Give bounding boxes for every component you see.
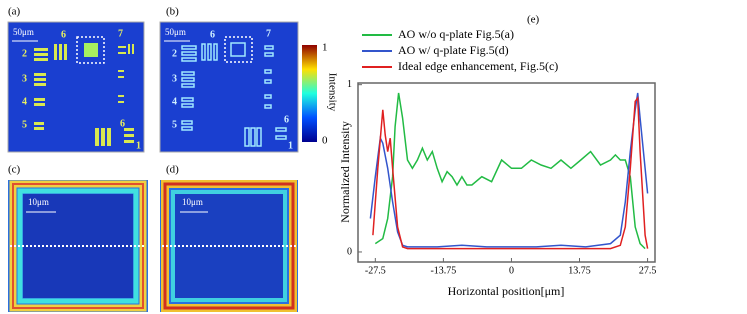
- x-tick-label: -27.5: [365, 265, 386, 276]
- legend-label: Ideal edge enhancement, Fig.5(c): [398, 59, 558, 73]
- digit: 6: [284, 114, 289, 125]
- legend-label: AO w/o q-plate Fig.5(a): [398, 27, 514, 41]
- panel-label: (c): [8, 164, 21, 176]
- bars: [181, 42, 287, 147]
- series-line: [372, 95, 649, 250]
- digit: 5: [22, 119, 27, 130]
- plot-frame: [357, 82, 656, 263]
- digit: 3: [22, 73, 27, 84]
- digit: 6: [210, 29, 215, 40]
- scale-label: 10μm: [182, 197, 203, 207]
- panel-a: 50μm 6 7 2 3 4 5 6 1: [7, 21, 145, 153]
- y-tick-label: 1: [347, 79, 352, 90]
- panel-d: 10μm: [160, 180, 298, 312]
- legend-label: AO w/ q-plate Fig.5(d): [398, 43, 509, 57]
- chart-title: (e): [527, 14, 540, 26]
- colorbar-max: 1: [322, 42, 328, 54]
- series-line: [369, 92, 649, 248]
- digit: 7: [266, 28, 271, 39]
- scale-label: 10μm: [28, 197, 49, 207]
- colorbar-title: Intensity: [326, 73, 338, 112]
- panel-label: (d): [166, 164, 179, 176]
- y-tick-label: 0: [347, 246, 352, 257]
- panel-label: (a): [8, 6, 21, 18]
- colorbar: [302, 45, 317, 142]
- y-axis-label: Normalized Intensity: [338, 121, 352, 223]
- scale-label: 50μm: [13, 27, 34, 37]
- digit: 3: [172, 73, 177, 84]
- digit: 4: [22, 96, 27, 107]
- scale-label: 50μm: [165, 27, 186, 37]
- digit: 6: [120, 118, 125, 129]
- bars: [34, 43, 134, 146]
- x-tick-label: 13.75: [568, 265, 591, 276]
- digit: 4: [172, 96, 177, 107]
- x-tick-label: 27.5: [639, 265, 657, 276]
- panel-label: (b): [166, 6, 179, 18]
- digit: 6: [61, 29, 66, 40]
- image: [7, 21, 145, 153]
- series-line: [374, 92, 646, 250]
- panel-c: 10μm: [8, 180, 148, 312]
- panel-b: 50μm 6 7 2 3 4 5 6 1: [159, 21, 299, 153]
- x-axis-label: Horizontal position[μm]: [448, 284, 565, 298]
- digit: 1: [288, 140, 293, 151]
- digit: 2: [172, 48, 177, 59]
- digit: 1: [136, 140, 141, 151]
- colorbar-min: 0: [322, 135, 328, 147]
- digit: 2: [22, 48, 27, 59]
- digit: 5: [172, 119, 177, 130]
- digit: 7: [118, 28, 123, 39]
- x-tick-label: -13.75: [430, 265, 456, 276]
- x-tick-label: 0: [509, 265, 514, 276]
